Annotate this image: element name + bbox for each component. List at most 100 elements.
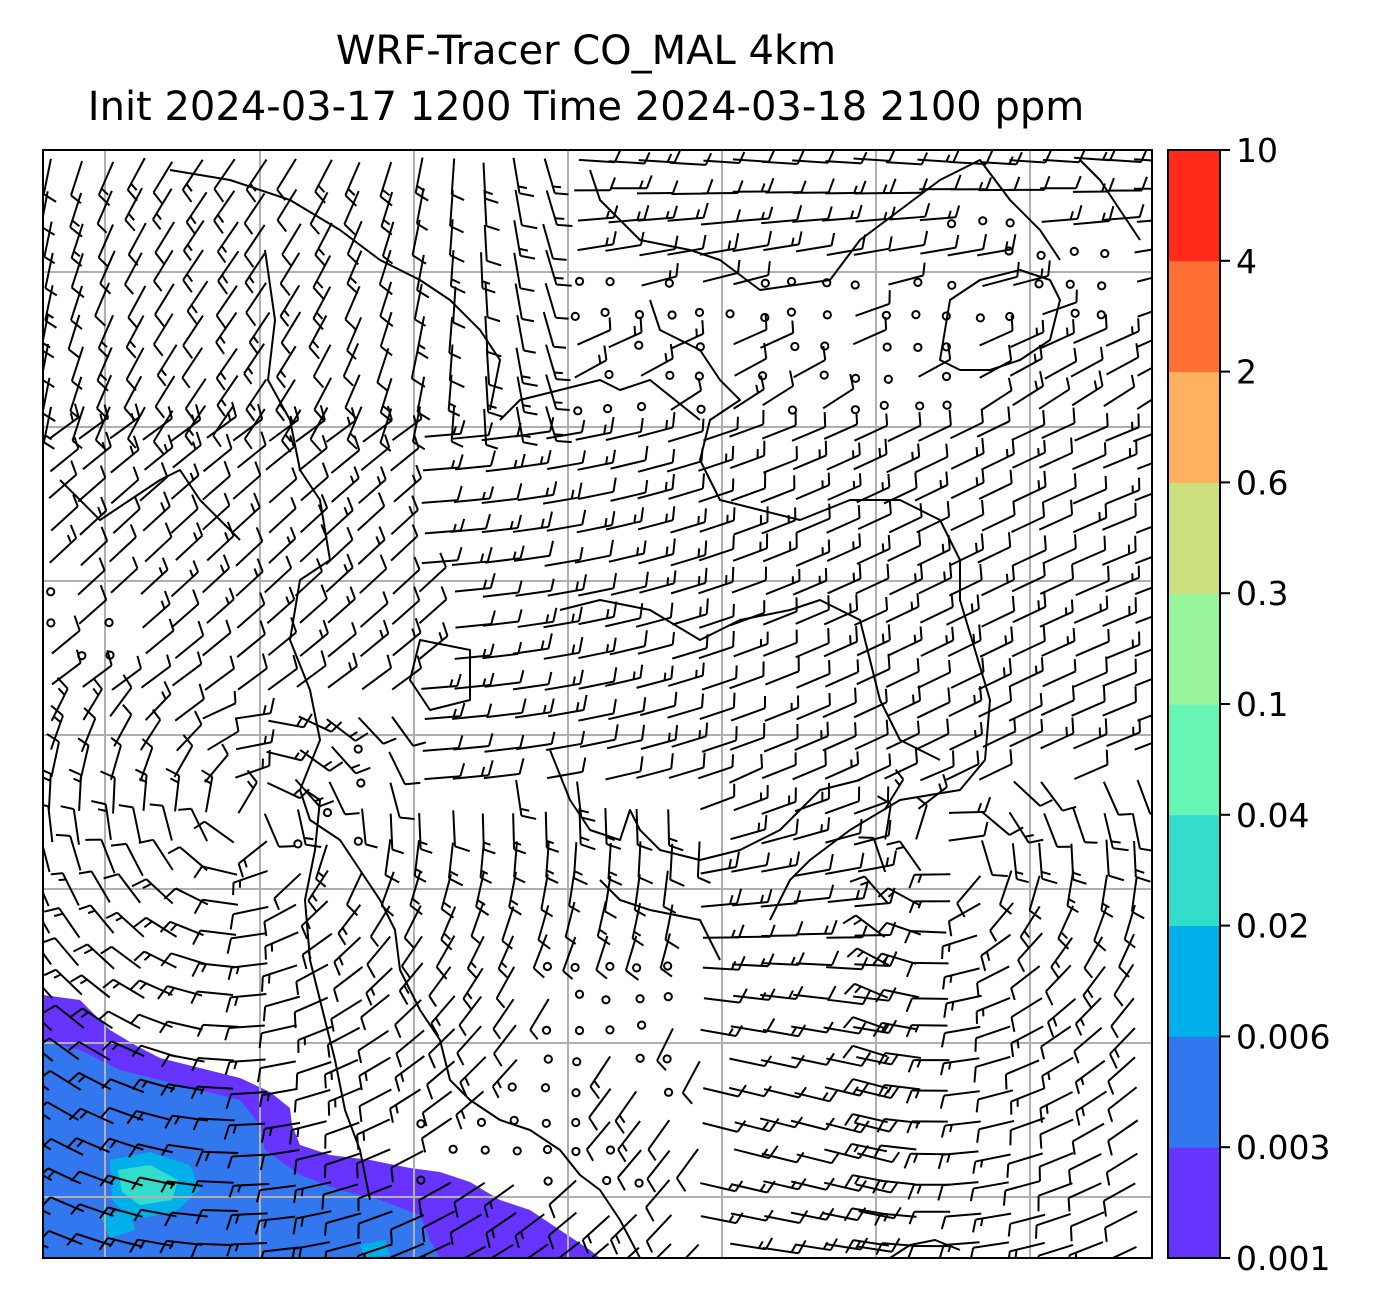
wind-barb-flag: [906, 1121, 913, 1134]
wind-barb-flag: [349, 276, 358, 284]
wind-barb-shaft: [197, 1180, 234, 1184]
wind-barb-flag: [307, 950, 312, 960]
wind-barb-flag: [21, 873, 35, 874]
wind-barb-shaft: [70, 160, 84, 196]
wind-barb-flag: [1135, 343, 1140, 358]
wind-barb-shaft: [67, 314, 81, 350]
coastline-segment: [169, 169, 501, 411]
wind-barb-flag: [572, 676, 576, 686]
wind-barb-flag: [950, 1001, 955, 1011]
wind-barb-flag: [346, 595, 351, 604]
wind-barb-flag: [182, 734, 194, 747]
wind-barb-shaft: [1070, 1211, 1105, 1228]
wind-barb-flag: [70, 1007, 83, 1018]
wind-barb-flag: [608, 317, 612, 331]
wind-barb-flag: [1102, 1200, 1108, 1217]
wind-barb-flag: [972, 1219, 977, 1233]
wind-barb-shaft: [1102, 701, 1137, 717]
wind-barb-flag: [673, 570, 677, 584]
calm-wind-marker: [602, 1175, 612, 1186]
wind-barb-shaft: [48, 1229, 83, 1246]
wind-barb-flag: [365, 843, 378, 849]
wind-barb-flag: [199, 1086, 206, 1095]
wind-barb-shaft: [448, 316, 454, 354]
wind-barb-flag: [1065, 377, 1071, 390]
wind-barb-shaft: [852, 328, 887, 346]
wind-barb-flag: [887, 653, 891, 670]
wind-barb-shaft: [1102, 515, 1137, 531]
wind-barb-flag: [598, 928, 608, 936]
wind-barb-shaft: [43, 1113, 51, 1121]
wind-barb-shaft: [989, 902, 1014, 932]
wind-barb-flag: [291, 1248, 296, 1258]
wind-barb-flag: [480, 766, 486, 777]
wind-barb-flag: [701, 662, 705, 676]
wind-barb-flag: [578, 636, 584, 653]
wind-barb-shaft: [161, 805, 173, 841]
wind-barb-flag: [28, 836, 40, 837]
wind-barb-flag: [43, 769, 52, 775]
wind-barb-flag: [131, 556, 139, 569]
wind-barb-flag: [1013, 717, 1017, 732]
wind-barb-shaft: [1107, 1119, 1139, 1142]
wind-barb-shaft: [276, 158, 297, 191]
wind-barb-flag: [1105, 749, 1109, 765]
calm-wind-marker: [542, 961, 553, 972]
wind-barb-flag: [861, 957, 869, 970]
wind-barb-shaft: [379, 281, 393, 317]
wind-barb-shaft: [885, 161, 922, 166]
wind-barb-flag: [159, 1240, 168, 1254]
wind-barb-flag: [235, 717, 240, 732]
wind-barb-shaft: [462, 1245, 487, 1258]
wind-barb-flag: [850, 210, 855, 219]
wind-barb-flag: [580, 843, 596, 851]
calm-wind-marker: [573, 406, 583, 416]
wind-barb-flag: [521, 375, 531, 379]
wind-barb-shaft: [792, 217, 829, 223]
wind-barb-flag: [129, 1239, 139, 1254]
wind-barb-flag: [488, 383, 504, 390]
wind-barb-flag: [164, 1115, 174, 1129]
wind-barb-shaft: [700, 795, 735, 811]
wind-barb-flag: [735, 851, 740, 868]
wind-barb-flag: [886, 563, 890, 579]
wind-barb-shaft: [1104, 158, 1142, 164]
wind-barb-shaft: [728, 1086, 765, 1098]
wind-barb-shaft: [795, 642, 830, 659]
wind-barb-shaft: [1042, 670, 1076, 688]
wind-barb-flag: [438, 631, 444, 641]
wind-barb-shaft: [825, 866, 861, 875]
wind-barb-flag: [849, 635, 852, 645]
wind-barb-flag: [1014, 1249, 1018, 1258]
wind-barb-flag: [165, 767, 180, 777]
wind-barb-shaft: [532, 934, 548, 969]
wind-barb-flag: [131, 1078, 141, 1091]
wind-barb-flag: [854, 1240, 861, 1250]
wind-barb-flag: [99, 1174, 109, 1187]
wind-barb-flag: [548, 540, 554, 557]
wind-barb-flag: [400, 1073, 405, 1083]
wind-barb-shaft: [70, 285, 84, 321]
wind-barb-flag: [221, 274, 229, 284]
colorbar-segment: [1168, 925, 1220, 1037]
wind-barb-flag: [71, 219, 81, 228]
wind-barb-shaft: [514, 430, 551, 438]
wind-barb-flag: [217, 214, 225, 224]
wind-barb-flag: [449, 679, 454, 687]
wind-barb-flag: [243, 858, 248, 868]
wind-barb-flag: [255, 1189, 261, 1203]
wind-barb-flag: [243, 254, 255, 268]
wind-barb-flag: [1072, 407, 1076, 424]
wind-barb-shaft: [586, 1121, 611, 1151]
wind-barb-flag: [703, 508, 707, 523]
wind-barb-shaft: [886, 732, 920, 750]
wind-barb-flag: [356, 1163, 359, 1179]
calm-wind-marker: [604, 369, 614, 380]
wind-barb-shaft: [978, 1119, 1015, 1131]
wind-barb-flag: [1070, 437, 1074, 453]
wind-barb-flag: [178, 807, 192, 811]
wind-barb-flag: [940, 1063, 945, 1076]
wind-barb-flag: [539, 456, 544, 465]
wind-barb-shaft: [590, 1242, 610, 1258]
wind-barb-flag: [420, 841, 428, 846]
